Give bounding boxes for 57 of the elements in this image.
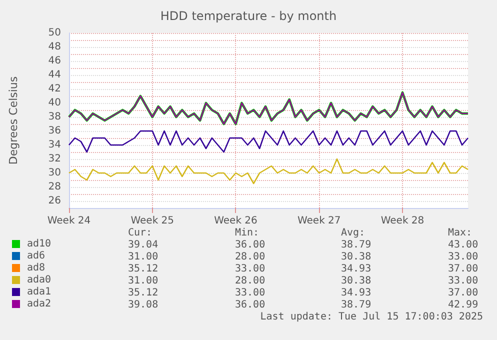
x-tick-label: Week 28	[380, 216, 424, 226]
text: Cur:	[128, 228, 152, 238]
text: Min:	[235, 228, 260, 238]
text: 31.00	[128, 276, 158, 286]
text: 31.00	[128, 252, 158, 262]
y-tick-label: 30	[48, 168, 61, 178]
text: 30.38	[341, 252, 372, 262]
legend-label: ad10	[27, 238, 52, 250]
text: 35.12	[128, 288, 158, 298]
text: 37.00	[448, 288, 478, 298]
y-axis-title: Degrees Celsius	[7, 76, 20, 165]
y-tick-label: 26	[48, 196, 61, 206]
text: Max:	[448, 228, 472, 238]
x-tick-label: Week 27	[297, 216, 341, 226]
y-tick-label: 40	[48, 98, 61, 108]
y-tick-label: 46	[48, 56, 61, 66]
y-tick-label: 36	[48, 126, 61, 136]
text: 33.00	[235, 288, 266, 298]
text: 33.00	[235, 264, 266, 274]
text: 37.00	[448, 264, 478, 274]
text: 36.00	[235, 300, 266, 310]
y-tick-label: 48	[48, 42, 61, 52]
y-tick-label: 44	[48, 70, 61, 80]
text: 43.00	[448, 240, 478, 250]
text: 33.00	[448, 276, 478, 286]
text: 38.79	[341, 240, 372, 250]
x-tick-label: Week 26	[214, 216, 258, 226]
text: 39.04	[128, 240, 158, 250]
text: 42.99	[448, 300, 478, 310]
text: 36.00	[235, 240, 266, 250]
y-tick-label: 50	[48, 28, 61, 38]
x-tick-label: Week 25	[130, 216, 174, 226]
text: 34.93	[341, 264, 372, 274]
text: 39.08	[128, 300, 158, 310]
text: Avg:	[341, 228, 366, 238]
line-series	[68, 130, 469, 153]
x-tick-label: Week 24	[47, 216, 91, 226]
legend-label: ada2	[27, 298, 52, 310]
text: 34.93	[341, 288, 372, 298]
text: 35.12	[128, 264, 158, 274]
y-tick-label: 42	[48, 84, 61, 94]
text: 33.00	[448, 252, 478, 262]
text: 38.79	[341, 300, 372, 310]
text: 30.38	[341, 276, 372, 286]
y-tick-label: 34	[48, 140, 61, 150]
y-tick-label: 38	[48, 112, 61, 122]
chart-title: HDD temperature - by month	[160, 9, 337, 23]
legend-label: ad8	[27, 262, 46, 274]
legend-label: ad6	[27, 250, 46, 262]
text: Last update: Tue Jul 15 17:00:03 2025	[260, 312, 484, 322]
text: 28.00	[235, 252, 266, 262]
y-tick-label: 28	[48, 182, 61, 192]
text: 28.00	[235, 276, 266, 286]
legend-label: ada0	[27, 274, 52, 286]
y-tick-label: 32	[48, 154, 61, 164]
line-series	[68, 158, 469, 184]
legend-label: ada1	[27, 286, 52, 298]
